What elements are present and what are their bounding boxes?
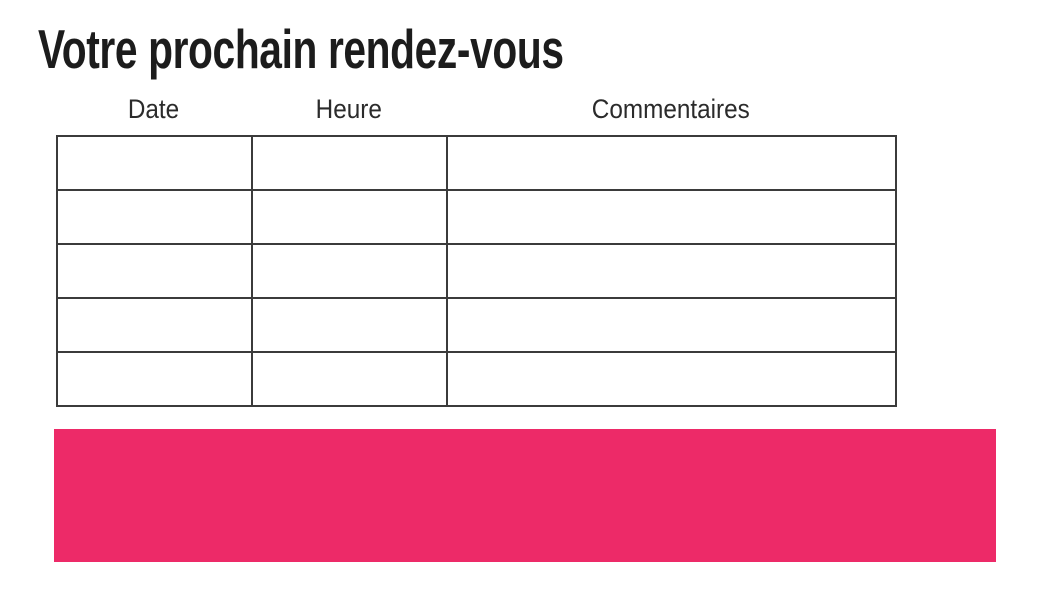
table-cell	[446, 135, 897, 191]
column-header-heure-label: Heure	[315, 93, 382, 124]
table-cell	[56, 351, 253, 407]
table-cell	[56, 297, 253, 353]
table-cell	[446, 189, 897, 245]
table-cell	[446, 243, 897, 299]
table-row	[56, 243, 897, 299]
table-column-headers: Date Heure Commentaires	[56, 90, 895, 128]
table-cell	[56, 243, 253, 299]
column-header-commentaires: Commentaires	[446, 94, 895, 125]
table-row	[56, 189, 897, 245]
table-cell	[251, 297, 448, 353]
table-cell	[251, 243, 448, 299]
table-cell	[56, 189, 253, 245]
table-cell	[446, 297, 897, 353]
pink-banner	[54, 429, 996, 562]
appointments-table	[56, 135, 897, 407]
table-body	[56, 135, 897, 407]
page-title: Votre prochain rendez-vous	[38, 18, 564, 80]
table-cell	[251, 135, 448, 191]
table-cell	[251, 351, 448, 407]
table-row	[56, 297, 897, 353]
column-header-commentaires-label: Commentaires	[591, 93, 750, 124]
table-row	[56, 135, 897, 191]
table-cell	[446, 351, 897, 407]
table-cell	[56, 135, 253, 191]
column-header-heure: Heure	[251, 94, 446, 125]
column-header-date-label: Date	[127, 93, 180, 124]
table-cell	[251, 189, 448, 245]
column-header-date: Date	[56, 94, 251, 125]
table-row	[56, 351, 897, 407]
